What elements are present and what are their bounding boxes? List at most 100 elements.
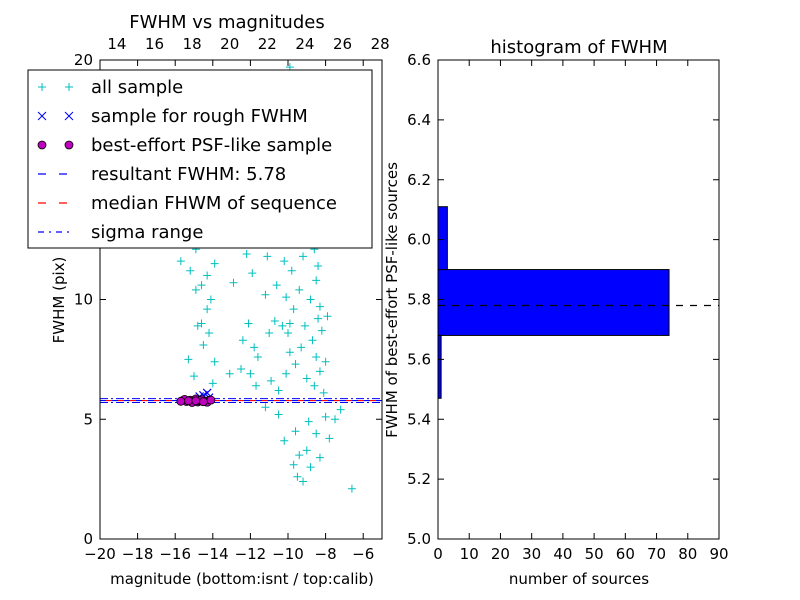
all-sample-point (291, 360, 300, 369)
scatter-top-tick-label: 22 (258, 35, 277, 53)
histogram-x-tick-label: 0 (433, 545, 443, 563)
all-sample-point (186, 266, 195, 275)
psf-like-sample-point (176, 396, 186, 406)
all-sample-point (205, 329, 214, 338)
histogram-plot-border (437, 59, 720, 540)
psf-like-sample-point (191, 396, 201, 406)
all-sample-point (284, 329, 292, 338)
all-sample-point (291, 427, 300, 436)
all-sample-point (272, 281, 281, 290)
scatter-y-axis-label: FWHM (pix) (50, 257, 68, 344)
scatter-y-tick-label: 10 (74, 291, 93, 309)
all-sample-point (347, 484, 356, 493)
all-sample-point (184, 355, 193, 364)
all-sample-point (285, 319, 294, 328)
all-sample-point (285, 348, 294, 357)
all-sample-point (317, 326, 326, 335)
all-sample-point (306, 463, 315, 472)
scatter-plot-border (99, 59, 383, 540)
all-sample-point (265, 329, 274, 338)
histogram-y-tick-label: 5.2 (407, 470, 431, 488)
all-sample-point (246, 369, 255, 378)
legend-entries: all sample sample for rough FWHM best-effo… (37, 77, 337, 243)
all-sample-point (197, 319, 206, 328)
scatter-top-tick-label: 18 (183, 35, 202, 53)
legend-entry-label: sample for rough FWHM (91, 106, 308, 127)
all-sample-point (278, 321, 287, 330)
all-sample-point (321, 412, 330, 421)
scatter-y-tick-label: 5 (83, 410, 93, 428)
legend-entry: best-effort PSF-like sample (37, 135, 332, 156)
all-sample-point (293, 472, 302, 481)
scatter-x-tick-label: −6 (352, 545, 374, 563)
histogram-x-axis-label: number of sources (509, 570, 649, 588)
all-sample-point (282, 369, 291, 378)
legend-entry-label: median FHWM of sequence (91, 193, 337, 214)
scatter-y-tick-label: 0 (83, 530, 93, 548)
all-sample-point (274, 410, 283, 419)
all-sample-point (306, 295, 315, 304)
scatter-x-axis-label: magnitude (bottom:isnt / top:calib) (110, 570, 374, 588)
all-sample-point (315, 453, 324, 462)
scatter-ticks: −20 −18 −16 −14 −12 −10 −8 −6 14 16 18 20 22 24 26 28 0 5… (74, 35, 390, 563)
all-sample-point (280, 257, 289, 266)
psf-like-sample-point (206, 395, 216, 405)
all-sample-point (206, 295, 215, 304)
all-sample-point (302, 374, 311, 383)
legend-entry: resultant FWHM: 5.78 (38, 164, 286, 185)
legend-entry-label: resultant FWHM: 5.78 (91, 164, 286, 185)
all-sample-point (263, 252, 272, 261)
histogram-y-tick-label: 5.4 (407, 410, 431, 428)
all-sample-point (295, 451, 304, 460)
histogram-ticks: 0 10 20 30 40 50 60 70 80 90 5.0 5.2 5.4 5.6 5.8 6.0 6.2… (407, 51, 728, 563)
all-sample-point (261, 403, 270, 412)
histogram-panel: 0 10 20 30 40 50 60 70 80 90 5.0 5.2 5.4 5.6 5.8 6.0 6.2… (383, 37, 729, 588)
all-sample-point (304, 417, 313, 426)
histogram-x-tick-label: 30 (522, 545, 541, 563)
legend-entry: sample for rough FWHM (37, 106, 308, 127)
all-sample-point (323, 312, 332, 321)
histogram-y-tick-label: 6.2 (407, 171, 431, 189)
histogram-x-tick-label: 80 (678, 545, 697, 563)
all-sample-point (315, 367, 324, 376)
all-sample-point (248, 269, 257, 278)
scatter-x-tick-label: −12 (235, 545, 267, 563)
histogram-bar (437, 206, 448, 271)
scatter-legend: all sample sample for rough FWHM best-effo… (27, 69, 373, 249)
histogram-y-tick-label: 5.0 (407, 530, 431, 548)
legend-cross-icon (37, 111, 47, 121)
all-sample-point (267, 376, 276, 385)
all-sample-point (289, 305, 298, 314)
scatter-top-tick-label: 24 (295, 35, 314, 53)
all-sample-point (315, 302, 324, 311)
psf-like-sample-point (183, 396, 193, 406)
rough-fwhm-sample-point (202, 388, 212, 398)
legend-entry-label: all sample (91, 77, 183, 98)
all-sample-point (252, 381, 261, 390)
histogram-y-tick-label: 6.0 (407, 231, 431, 249)
histogram-x-tick-label: 40 (553, 545, 572, 563)
all-sample-point (299, 252, 308, 261)
all-sample-point (308, 336, 317, 345)
legend-cross-icon (64, 111, 74, 121)
histogram-x-tick-label: 90 (709, 545, 728, 563)
histogram-y-tick-label: 5.8 (407, 291, 431, 309)
scatter-top-tick-label: 14 (107, 35, 126, 53)
histogram-x-tick-label: 10 (460, 545, 479, 563)
legend-entry-label: best-effort PSF-like sample (91, 135, 332, 156)
scatter-x-tick-label: −16 (159, 545, 191, 563)
all-sample-point (302, 446, 311, 455)
psf-like-sample-point (198, 397, 208, 407)
all-sample-point (203, 305, 212, 314)
legend-plus-icon (38, 83, 46, 91)
all-sample-point (244, 319, 253, 328)
histogram-y-tick-label: 6.4 (407, 111, 431, 129)
all-sample-point (297, 343, 306, 352)
all-sample-point (261, 290, 270, 299)
all-sample-point (253, 352, 262, 361)
histogram-x-tick-label: 70 (647, 545, 666, 563)
all-sample-point (299, 477, 308, 486)
all-sample-point (321, 357, 330, 366)
all-sample-point (237, 364, 245, 373)
